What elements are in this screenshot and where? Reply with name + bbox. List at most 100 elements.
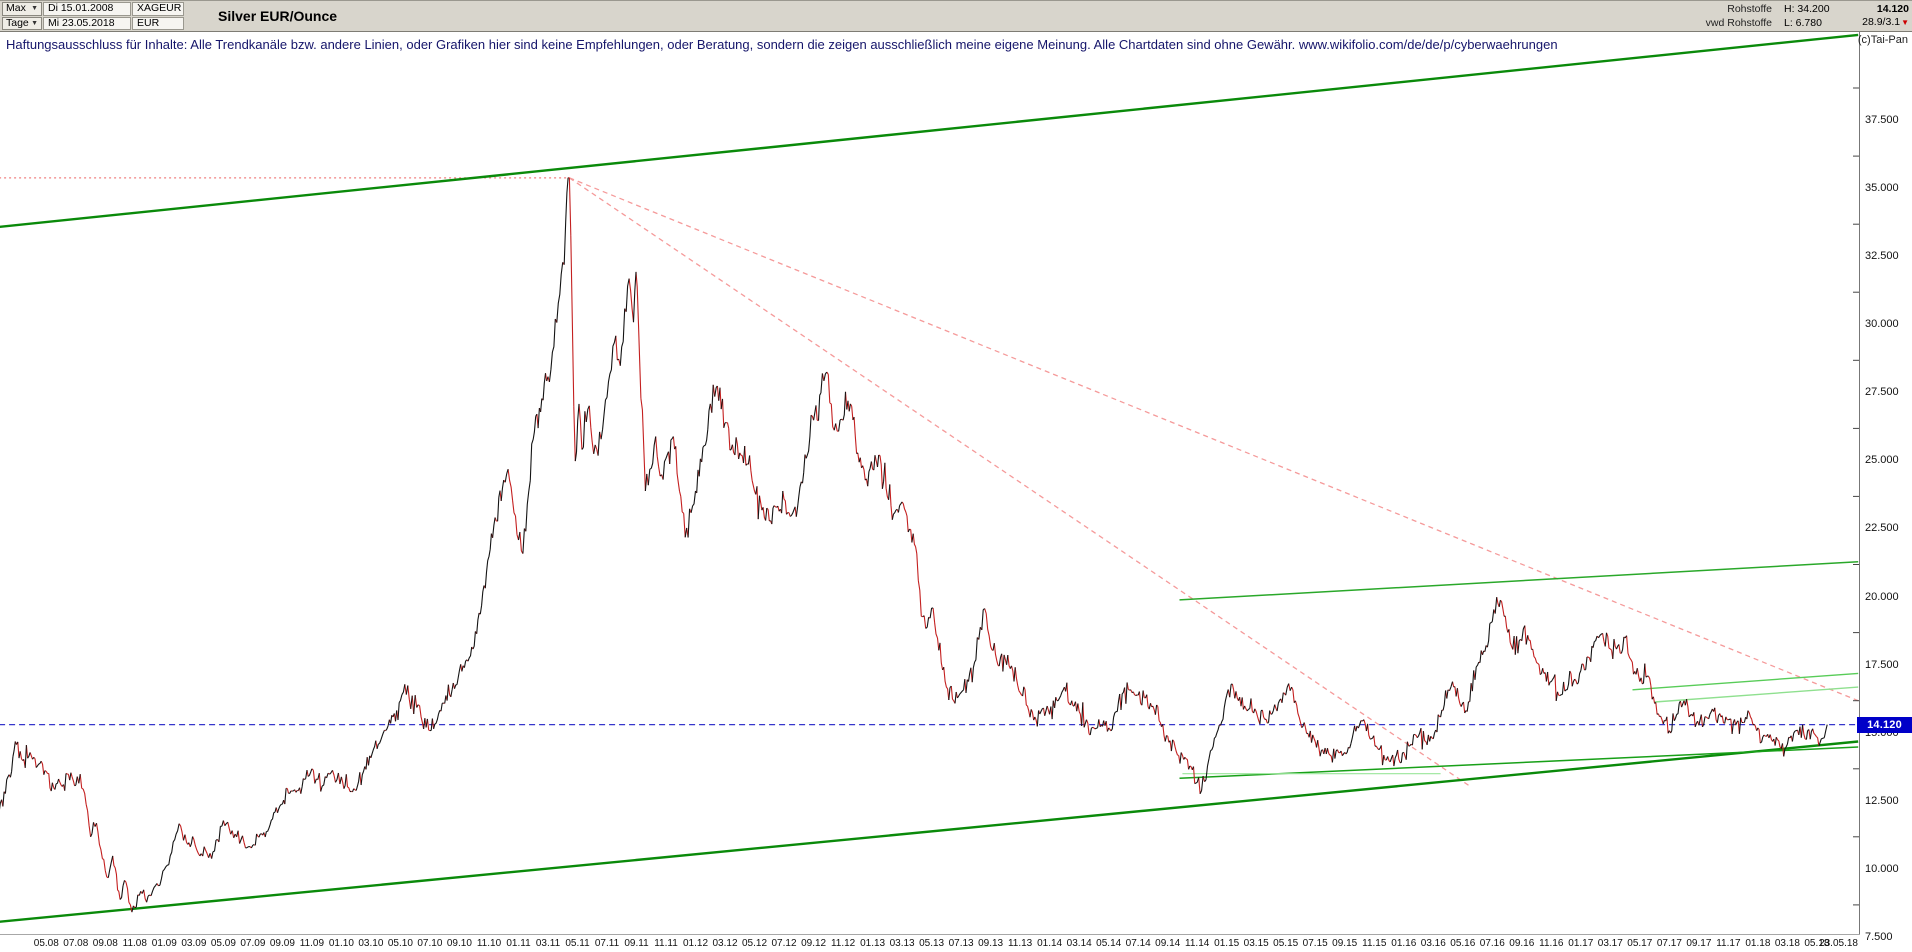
feed-provider: vwd Rohstoffe [1705,17,1772,29]
x-axis-label: 05.16 [1450,938,1476,949]
y-axis-label: 25.000 [1865,454,1899,467]
mid-trendline [1179,561,1859,601]
x-axis-final-label: 23.05.18 [1819,938,1858,949]
x-axis-label: 03.12 [712,938,738,949]
x-axis-label: 11.16 [1539,938,1564,949]
x-axis-label: 09.09 [269,938,295,949]
x-axis-label: 03.13 [889,938,915,949]
quote-block: 14.120 28.9/3.1▼ [1853,3,1909,29]
x-axis-label: 11.09 [299,938,325,949]
range-dropdown-label: Max [6,2,26,15]
x-axis-label: 01.13 [860,938,886,949]
x-axis-label: 11.12 [830,938,856,949]
start-date-field[interactable]: Di 15.01.2008 [43,2,131,16]
x-axis-label: 03.10 [358,938,384,949]
x-axis-label: 01.18 [1745,938,1771,949]
chevron-down-icon: ▼ [31,19,38,27]
price-line-advances [0,177,1828,913]
price-change-value: 28.9/3.1 [1862,16,1901,28]
x-axis-label: 11.08 [122,938,147,949]
period-high-value: H: 34.200 [1784,3,1830,15]
y-axis-label: 32.500 [1865,250,1899,263]
y-axis-label: 35.000 [1865,182,1899,195]
y-axis-label: 27.500 [1865,386,1899,399]
currency-field: EUR [132,16,184,30]
copyright-label: (c)Tai-Pan [1857,34,1908,46]
last-price: 14.120 [1876,3,1909,15]
range-dropdown[interactable]: Max ▼ [2,2,42,16]
x-axis-label: 03.18 [1774,938,1800,949]
x-axis-label: 09.16 [1509,938,1535,949]
x-axis-label: 07.15 [1302,938,1328,949]
current-price-marker: 14.120 [1857,716,1912,733]
x-axis-label: 11.17 [1716,938,1741,949]
x-axis-label: 07.16 [1479,938,1505,949]
x-axis-label: 09.10 [446,938,472,949]
feed-category: Rohstoffe [1727,3,1772,15]
secondary-lower-trendline [1179,746,1859,780]
chevron-down-icon: ▼ [31,5,38,13]
x-axis-label: 03.17 [1597,938,1623,949]
x-axis-label: 11.11 [654,938,678,949]
x-axis: 05.08 07.08 09.08 11.08 01.09 03.09 05.09 07.09… [0,934,1860,952]
x-axis-label: 11.13 [1007,938,1033,949]
x-axis-label: 07.09 [240,938,266,949]
y-axis-label: 22.500 [1865,522,1899,535]
x-axis-label: 05.15 [1273,938,1299,949]
x-axis-label: 07.10 [417,938,443,949]
period-dropdown[interactable]: Tage ▼ [2,16,42,30]
y-axis-label: 12.500 [1865,794,1899,807]
end-date-field[interactable]: Mi 23.05.2018 [43,16,131,30]
x-axis-label: 09.15 [1332,938,1358,949]
x-axis-label: 05.10 [387,938,413,949]
y-axis-label: 7.500 [1865,930,1893,943]
x-axis-label: 07.12 [771,938,797,949]
period-low-value: L: 6.780 [1784,17,1822,29]
x-axis-label: 01.16 [1391,938,1417,949]
x-axis-label: 05.17 [1627,938,1653,949]
x-axis-label: 03.16 [1420,938,1446,949]
symbol-field[interactable]: XAGEUR [132,2,184,16]
x-axis-label: 07.08 [63,938,89,949]
down-arrow-icon: ▼ [1901,18,1909,27]
x-axis-label: 05.14 [1096,938,1122,949]
y-axis-label: 37.500 [1865,114,1899,126]
x-axis-label: 07.14 [1125,938,1151,949]
y-axis-label: 30.000 [1865,318,1899,331]
x-axis-label: 01.17 [1568,938,1594,949]
x-axis-label: 05.08 [33,938,59,949]
price-line-declines [1,177,1820,913]
x-axis-label: 09.17 [1686,938,1712,949]
x-axis-label: 03.15 [1243,938,1269,949]
x-axis-label: 07.11 [594,938,620,949]
x-axis-label: 11.15 [1362,938,1387,949]
x-axis-label: 01.09 [151,938,177,949]
x-axis-label: 05.13 [919,938,945,949]
x-axis-label: 09.13 [978,938,1004,949]
x-axis-label: 03.09 [181,938,207,949]
feed-info: Rohstoffe H: 34.200 vwd Rohstoffe L: 6.7… [1706,2,1846,30]
x-axis-label: 01.11 [506,938,531,949]
x-axis-label: 01.14 [1037,938,1063,949]
y-axis-label: 17.500 [1865,658,1899,671]
y-axis: 37.500 35.000 32.500 30.000 27.500 25.000 22.5… [1859,32,1912,952]
disclaimer-text: Haftungsausschluss für Inhalte: Alle Tre… [6,37,1558,52]
x-axis-label: 07.17 [1656,938,1682,949]
x-axis-label: 01.10 [328,938,354,949]
x-axis-label: 03.11 [535,938,561,949]
x-axis-label: 05.18 [1804,938,1830,949]
x-axis-label: 09.12 [801,938,827,949]
x-axis-label: 01.15 [1214,938,1240,949]
minor-trendline-a [1632,672,1859,691]
resistance-dashed-trendline-2 [569,177,1471,787]
x-axis-label: 01.12 [682,938,709,949]
x-axis-label: 05.09 [210,938,236,949]
instrument-title: Silver EUR/Ounce [218,8,338,24]
x-axis-label: 05.11 [565,938,590,949]
x-axis-label: 09.14 [1155,938,1181,949]
y-axis-label: 20.000 [1865,590,1899,603]
x-axis-label: 05.12 [741,938,768,949]
resistance-dashed-trendline-1 [569,177,1859,702]
